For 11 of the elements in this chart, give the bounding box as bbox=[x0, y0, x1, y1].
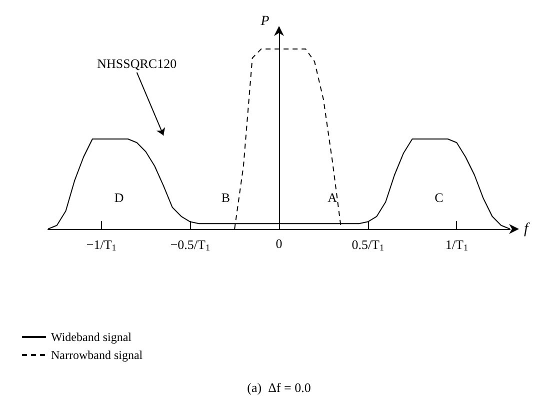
legend-label: Wideband signal bbox=[51, 330, 132, 344]
annotation: A bbox=[328, 190, 337, 206]
text: (a) Δf = 0.0 bbox=[246, 380, 312, 396]
ref-line-label: P bbox=[260, 14, 270, 29]
x-axis-title: f bbox=[524, 221, 530, 237]
annotation: D bbox=[114, 190, 124, 206]
x-tick-label: 0 bbox=[276, 236, 282, 251]
annotation: C bbox=[434, 190, 444, 206]
legend-label: Narrowband signal bbox=[51, 348, 144, 362]
annotation: NHSSQRC120 bbox=[97, 56, 177, 72]
annotation: B bbox=[221, 190, 230, 206]
